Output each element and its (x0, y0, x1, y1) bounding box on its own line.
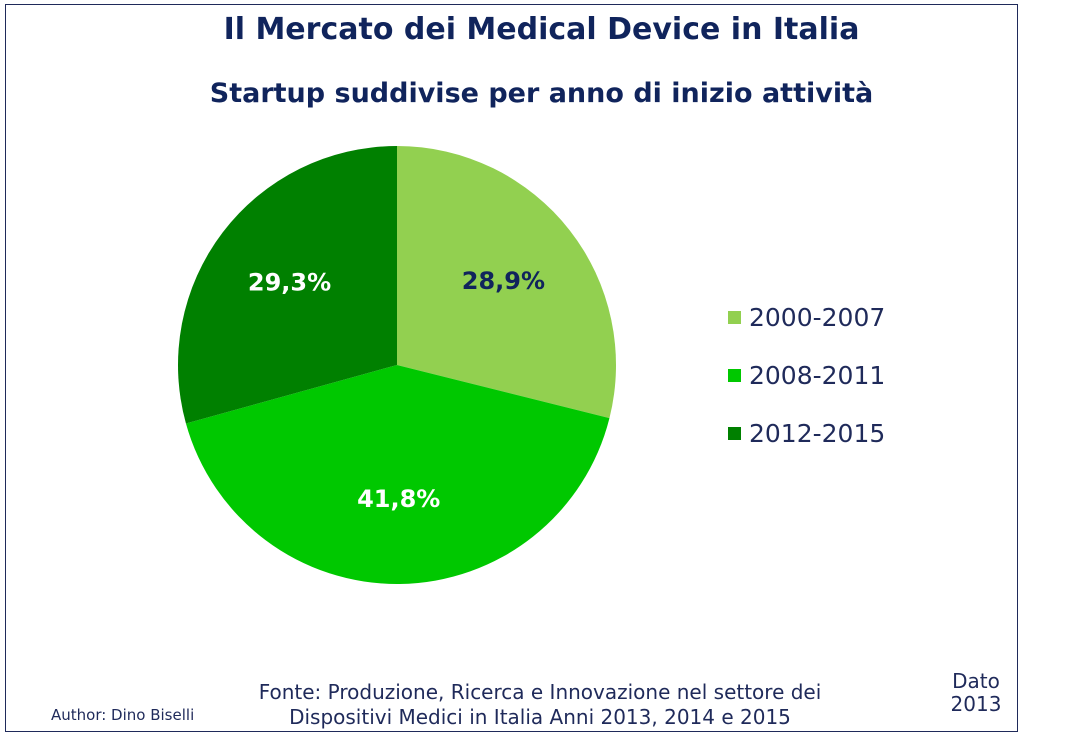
chart-title: Il Mercato dei Medical Device in Italia (223, 12, 860, 47)
legend-label: 2008-2011 (749, 360, 886, 390)
legend-label: 2012-2015 (749, 418, 886, 448)
data-label: 41,8% (357, 485, 440, 513)
legend-swatch (728, 368, 741, 382)
data-label: 29,3% (248, 268, 331, 296)
source-line: Fonte: Produzione, Ricerca e Innovazione… (258, 680, 822, 704)
dato-label: Dato (952, 669, 1000, 693)
chart-frame (5, 4, 1018, 732)
legend-label: 2000-2007 (749, 302, 886, 332)
legend: 2000-2007 2008-2011 2012-2015 (728, 288, 885, 462)
source-line: Dispositivi Medici in Italia Anni 2013, … (289, 705, 791, 729)
data-label: 28,9% (462, 267, 545, 295)
pie-slice-2008-2011 (185, 365, 610, 584)
pie-slice-2000-2007 (397, 146, 616, 419)
legend-swatch (728, 310, 741, 324)
legend-swatch (728, 426, 741, 440)
dato-year: 2013 (950, 692, 1002, 716)
pie-slice-2012-2015 (178, 146, 397, 424)
legend-item: 2012-2015 (728, 404, 885, 462)
legend-item: 2008-2011 (728, 346, 885, 404)
data-year-note: Dato 2013 (944, 670, 1008, 716)
source-note: Fonte: Produzione, Ricerca e Innovazione… (220, 680, 860, 730)
legend-item: 2000-2007 (728, 288, 885, 346)
chart-subtitle: Startup suddivise per anno di inizio att… (209, 78, 874, 109)
author-credit: Author: Dino Biselli (51, 706, 195, 724)
